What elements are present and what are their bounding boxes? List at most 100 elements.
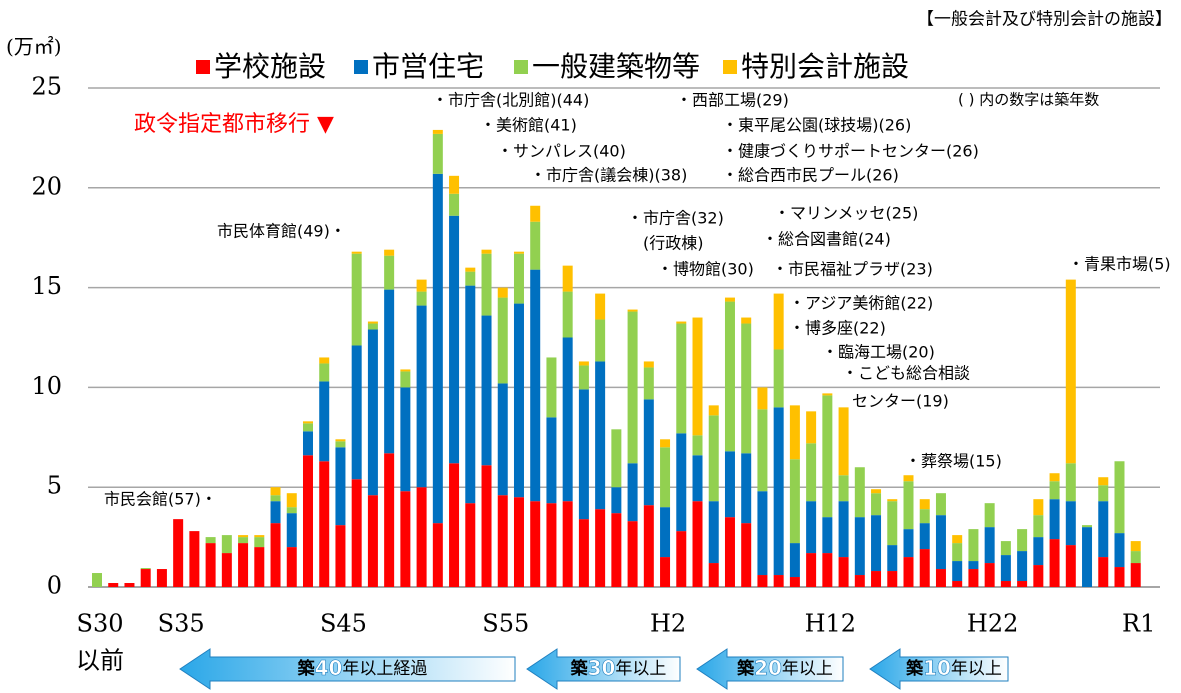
- note: 【一般会計及び特別会計の施設】: [917, 10, 1172, 30]
- bar-segment: [432, 173, 443, 524]
- bar-segment: [286, 493, 297, 508]
- legend-swatch: [723, 60, 737, 74]
- bar-segment: [416, 305, 427, 488]
- bar-segment: [1049, 481, 1060, 500]
- bar-segment: [643, 505, 654, 587]
- bar-segment: [1114, 461, 1125, 534]
- bar-segment: [238, 535, 249, 538]
- bar-segment: [611, 429, 622, 488]
- bar-segment: [595, 319, 606, 362]
- bar-segment: [578, 365, 589, 390]
- age-arrow: [869, 648, 1009, 690]
- annotation: ・葬祭場(15): [905, 452, 1002, 471]
- bar-segment: [546, 503, 557, 587]
- y-tick-label: 25: [31, 73, 62, 101]
- bar-segment: [838, 407, 849, 476]
- y-tick-label: 20: [31, 172, 62, 200]
- bar-segment: [384, 249, 395, 256]
- bar-segment: [416, 487, 427, 587]
- bar-segment: [676, 323, 687, 434]
- bar-segment: [1017, 581, 1028, 587]
- bar-segment: [530, 269, 541, 502]
- event-label: 政令指定都市移行 ▼: [134, 112, 334, 137]
- bar-segment: [400, 491, 411, 587]
- annotation: ・総合西市民プール(26): [722, 166, 899, 185]
- bar-segment: [449, 463, 460, 587]
- bar-segment: [935, 515, 946, 570]
- annotation: ・博物館(30): [657, 260, 754, 279]
- bar-segment: [497, 297, 508, 384]
- bar-segment: [1017, 529, 1028, 552]
- bar-segment: [319, 461, 330, 587]
- legend-label: 特別会計施設: [741, 50, 909, 83]
- bar-segment: [270, 495, 281, 502]
- bar-segment: [676, 531, 687, 587]
- annotation: ・アジア美術館(22): [789, 294, 933, 313]
- bar-segment: [903, 481, 914, 530]
- bar-segment: [838, 501, 849, 558]
- legend-label: 一般建築物等: [532, 50, 700, 83]
- annotation: ・市庁舎(議会棟)(38): [530, 166, 687, 185]
- bar-segment: [432, 133, 443, 174]
- bar-segment: [1098, 485, 1109, 502]
- bar-segment: [643, 361, 654, 368]
- bar-segment: [1049, 539, 1060, 587]
- bar-segment: [108, 583, 119, 587]
- x-tick-label: S30: [77, 610, 124, 638]
- bar-segment: [1065, 279, 1076, 464]
- x-tick-label: S45: [320, 610, 367, 638]
- bar-segment: [562, 265, 573, 292]
- bar-segment: [497, 383, 508, 496]
- bar-segment: [1098, 557, 1109, 587]
- bar-segment: [806, 443, 817, 502]
- bar-segment: [1082, 527, 1093, 587]
- annotation: ・サンパレス(40): [497, 142, 626, 161]
- bar-segment: [968, 569, 979, 587]
- bar-segment: [919, 523, 930, 550]
- x-tick-label: H12: [805, 610, 856, 638]
- bar-segment: [302, 423, 313, 432]
- y-tick-label: 0: [47, 572, 62, 600]
- bar-segment: [887, 501, 898, 546]
- annotation: ・青果市場(5): [1068, 255, 1171, 274]
- bar-segment: [221, 553, 232, 587]
- bar-segment: [254, 535, 265, 538]
- bar-segment: [952, 543, 963, 562]
- bar-segment: [319, 363, 330, 382]
- bar-segment: [465, 285, 476, 504]
- bar-segment: [968, 561, 979, 570]
- bar-segment: [660, 447, 671, 508]
- bar-segment: [643, 367, 654, 400]
- bar-segment: [903, 529, 914, 558]
- bar-segment: [676, 321, 687, 324]
- bar-segment: [1130, 551, 1141, 564]
- bar-segment: [838, 475, 849, 502]
- bar-segment: [1065, 501, 1076, 546]
- bar-segment: [741, 453, 752, 524]
- bar-segment: [465, 267, 476, 272]
- bar-segment: [595, 361, 606, 510]
- legend-swatch: [514, 60, 528, 74]
- bar-segment: [822, 395, 833, 518]
- bar-segment: [1065, 463, 1076, 502]
- bar-segment: [286, 507, 297, 514]
- x-tick-label: R1: [1122, 610, 1155, 638]
- bar-segment: [1000, 581, 1011, 587]
- bar-segment: [854, 575, 865, 587]
- bar-segment: [1033, 515, 1044, 538]
- bar-segment: [1000, 541, 1011, 556]
- bar-segment: [335, 525, 346, 587]
- bar-segment: [871, 571, 882, 587]
- bar-segment: [903, 475, 914, 482]
- bar-segment: [302, 455, 313, 587]
- bar-segment: [1065, 545, 1076, 587]
- bar-segment: [773, 575, 784, 587]
- bar-segment: [367, 495, 378, 587]
- age-band-label: 築10年以上: [905, 656, 1002, 680]
- bar-segment: [984, 563, 995, 587]
- bar-segment: [692, 501, 703, 587]
- bar-segment: [1130, 541, 1141, 552]
- annotation: ・臨海工場(20): [822, 343, 935, 362]
- bar-segment: [676, 433, 687, 532]
- bar-segment: [416, 279, 427, 292]
